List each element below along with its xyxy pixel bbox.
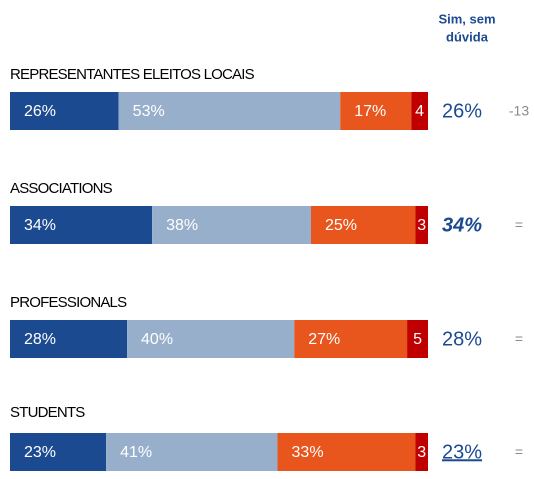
bar-segment (294, 320, 408, 358)
segment-label: 41% (120, 444, 152, 461)
bar-segment (127, 320, 295, 358)
bar-segment (415, 433, 428, 471)
bar-segment (415, 206, 428, 244)
summary-value: 26% (442, 100, 482, 122)
bar-segment (407, 320, 428, 358)
bar-segment (10, 206, 153, 244)
segment-label: 38% (166, 217, 198, 234)
segment-label: 28% (24, 331, 56, 348)
category-label: PROFESSIONALS (10, 294, 127, 311)
segment-label: 3 (417, 444, 426, 461)
segment-label: 25% (325, 217, 357, 234)
category-label: STUDENTS (10, 404, 85, 421)
bar-segment (106, 433, 278, 471)
bar-segment (411, 92, 428, 130)
summary-value: 23% (442, 441, 482, 463)
segment-label: 23% (24, 444, 56, 461)
segment-label: 4 (415, 103, 424, 120)
change-value: = (515, 444, 523, 460)
segment-label: 26% (24, 103, 56, 120)
segment-label: 3 (417, 217, 426, 234)
bar-segment (10, 433, 107, 471)
bar-segment (152, 206, 311, 244)
bar-segment (118, 92, 341, 130)
summary-header: dúvida (446, 29, 489, 44)
category-label: REPRESENTANTES ELEITOS LOCAIS (10, 66, 255, 83)
bar-segment (10, 320, 128, 358)
change-value: = (515, 217, 523, 233)
segment-label: 5 (413, 331, 422, 348)
segment-label: 17% (354, 103, 386, 120)
summary-value: 28% (442, 328, 482, 350)
segment-label: 40% (141, 331, 173, 348)
change-value: -13 (509, 103, 529, 119)
segment-label: 53% (133, 103, 165, 120)
segment-label: 27% (308, 331, 340, 348)
bar-segment (310, 206, 416, 244)
summary-header: Sim, sem (438, 11, 495, 26)
summary-value: 34% (442, 214, 482, 236)
bar-segment (277, 433, 416, 471)
bar-segment (10, 92, 119, 130)
category-label: ASSOCIATIONS (10, 180, 113, 197)
segment-label: 33% (292, 444, 324, 461)
segment-label: 34% (24, 217, 56, 234)
change-value: = (515, 331, 523, 347)
bar-segment (340, 92, 412, 130)
